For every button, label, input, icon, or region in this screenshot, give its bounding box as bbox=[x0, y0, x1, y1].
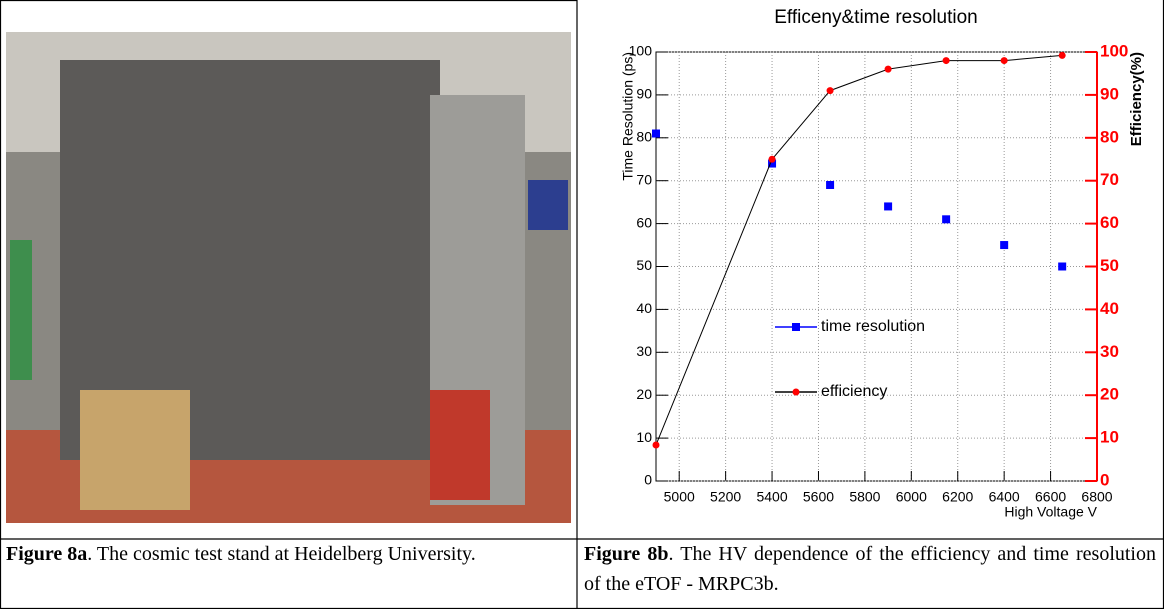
x-tick-label: 6600 bbox=[1035, 489, 1066, 505]
caption-label: Figure 8b bbox=[584, 543, 669, 565]
chart-title: Efficeny&time resolution bbox=[774, 7, 977, 28]
y2-tick-label: 90 bbox=[1100, 84, 1119, 103]
y2-tick-label: 40 bbox=[1100, 299, 1119, 318]
point bbox=[768, 155, 776, 163]
caption: Figure 8a. The cosmic test stand at Heid… bbox=[6, 539, 569, 569]
plot: Efficeny&time resolution High Voltage V Ti… bbox=[620, 7, 1145, 520]
x-tick-label: 6800 bbox=[1081, 489, 1112, 505]
point bbox=[826, 180, 835, 189]
point bbox=[826, 87, 834, 95]
y-tick-label: 40 bbox=[636, 300, 652, 316]
point bbox=[884, 202, 893, 211]
y2-tick-label: 100 bbox=[1100, 41, 1128, 60]
point bbox=[942, 57, 950, 65]
y-tick-label: 100 bbox=[629, 43, 653, 59]
y2-tick-label: 30 bbox=[1100, 342, 1119, 361]
legend-marker bbox=[792, 388, 800, 396]
y-tick-label: 20 bbox=[636, 386, 652, 402]
y2-tick-label: 10 bbox=[1100, 428, 1119, 447]
point bbox=[1000, 241, 1009, 250]
y-tick-label: 60 bbox=[636, 214, 652, 230]
x-tick-label: 5600 bbox=[803, 489, 834, 505]
y2-tick-label: 20 bbox=[1100, 385, 1119, 404]
caption: Figure 8b. The HV dependence of the effi… bbox=[584, 539, 1156, 599]
x-tick-label: 5200 bbox=[710, 489, 741, 505]
y-tick-label: 80 bbox=[636, 129, 652, 145]
y-tick-label: 70 bbox=[636, 171, 652, 187]
y2-axis-label: Efficiency(%) bbox=[1128, 52, 1145, 146]
y2-tick-label: 70 bbox=[1100, 170, 1119, 189]
x-tick-label: 5400 bbox=[756, 489, 787, 505]
y-axis-label: Time Resolution (ps) bbox=[620, 52, 636, 181]
y-tick-label: 50 bbox=[636, 257, 652, 273]
y2-tick-label: 80 bbox=[1100, 127, 1119, 146]
caption-text: . The cosmic test stand at Heidelberg Un… bbox=[87, 543, 476, 565]
y2-tick-label: 0 bbox=[1100, 470, 1109, 489]
point bbox=[652, 441, 660, 449]
x-tick-label: 5000 bbox=[664, 489, 695, 505]
y-tick-label: 90 bbox=[636, 86, 652, 102]
x-tick-label: 5800 bbox=[849, 489, 880, 505]
point bbox=[1000, 57, 1008, 65]
y-tick-label: 0 bbox=[644, 472, 652, 488]
caption-text: . The HV dependence of the efficiency an… bbox=[584, 543, 1156, 595]
point bbox=[884, 65, 892, 73]
point bbox=[768, 159, 777, 168]
legend-marker bbox=[792, 323, 800, 331]
x-tick-label: 6200 bbox=[942, 489, 973, 505]
x-tick-label: 6400 bbox=[989, 489, 1020, 505]
photo bbox=[6, 32, 571, 523]
caption-label: Figure 8a bbox=[6, 543, 88, 565]
y2-tick-label: 60 bbox=[1100, 213, 1119, 232]
y-tick-label: 10 bbox=[636, 429, 652, 445]
legend-label: time resolution bbox=[821, 318, 925, 335]
legend-label: efficiency bbox=[821, 383, 887, 400]
point bbox=[1058, 262, 1067, 271]
x-tick-label: 6000 bbox=[896, 489, 927, 505]
point bbox=[1058, 51, 1066, 59]
point bbox=[942, 215, 951, 224]
point bbox=[652, 129, 660, 138]
x-axis-label: High Voltage V bbox=[1004, 504, 1097, 520]
y-tick-label: 30 bbox=[636, 343, 652, 359]
y2-tick-label: 50 bbox=[1100, 256, 1119, 275]
